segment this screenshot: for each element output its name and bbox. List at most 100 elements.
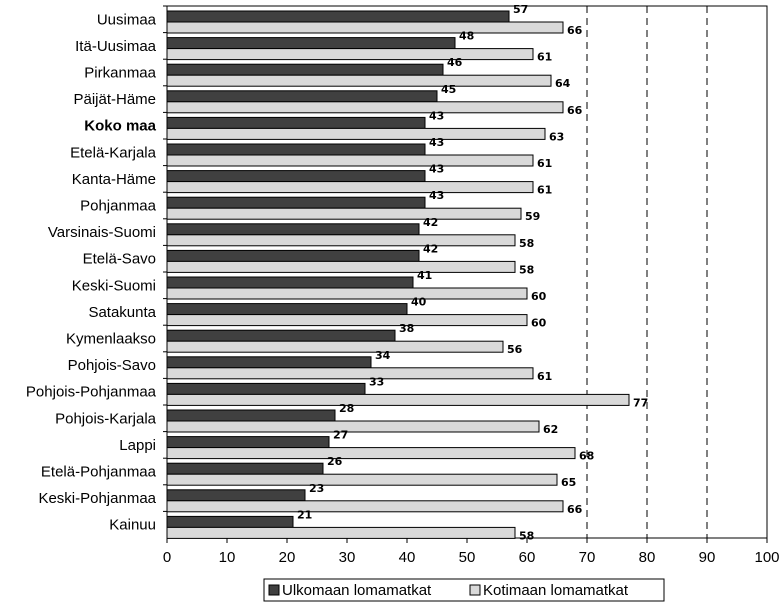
bar-kotimaan bbox=[166, 234, 516, 247]
category-label: Uusimaa bbox=[97, 11, 157, 28]
data-label-kotimaan: 56 bbox=[507, 343, 523, 356]
bar-kotimaan bbox=[166, 21, 564, 34]
category-label: Etelä-Pohjanmaa bbox=[41, 464, 157, 481]
bar-ulkomaan bbox=[166, 116, 426, 129]
data-label-kotimaan: 63 bbox=[549, 130, 564, 143]
bar-kotimaan bbox=[166, 473, 558, 486]
data-label-kotimaan: 64 bbox=[555, 77, 571, 90]
x-tick-label: 10 bbox=[219, 549, 236, 566]
data-label-ulkomaan: 38 bbox=[399, 322, 414, 335]
data-label-ulkomaan: 26 bbox=[327, 455, 343, 468]
data-label-ulkomaan: 43 bbox=[429, 136, 444, 149]
bar-ulkomaan bbox=[166, 356, 372, 369]
category-label: Satakunta bbox=[88, 304, 156, 321]
x-tick-label: 60 bbox=[519, 549, 536, 566]
bar-ulkomaan bbox=[166, 143, 426, 156]
bar-kotimaan bbox=[166, 314, 528, 327]
category-label: Keski-Suomi bbox=[72, 277, 156, 294]
data-label-kotimaan: 61 bbox=[537, 370, 552, 383]
data-label-kotimaan: 61 bbox=[537, 157, 552, 170]
category-label: Kymenlaakso bbox=[66, 331, 156, 348]
category-label: Päijät-Häme bbox=[73, 91, 156, 108]
bar-ulkomaan bbox=[166, 249, 420, 262]
data-label-kotimaan: 61 bbox=[537, 184, 552, 197]
data-label-ulkomaan: 57 bbox=[513, 3, 528, 16]
data-label-kotimaan: 68 bbox=[579, 450, 594, 463]
legend-label-kotimaan: Kotimaan lomamatkat bbox=[483, 582, 629, 599]
data-label-ulkomaan: 33 bbox=[369, 375, 384, 388]
bar-ulkomaan bbox=[166, 329, 396, 342]
data-label-ulkomaan: 40 bbox=[411, 296, 427, 309]
bar-kotimaan bbox=[166, 340, 504, 353]
data-label-ulkomaan: 46 bbox=[447, 56, 463, 69]
category-label: Koko maa bbox=[84, 118, 156, 135]
data-label-kotimaan: 59 bbox=[525, 210, 540, 223]
data-label-kotimaan: 66 bbox=[567, 24, 583, 37]
category-label: Lappi bbox=[119, 437, 156, 454]
category-label: Pohjois-Karjala bbox=[55, 410, 157, 427]
bar-ulkomaan bbox=[166, 10, 510, 23]
bar-ulkomaan bbox=[166, 63, 444, 76]
bar-ulkomaan bbox=[166, 37, 456, 50]
data-label-ulkomaan: 34 bbox=[375, 349, 391, 362]
data-label-ulkomaan: 48 bbox=[459, 30, 474, 43]
data-label-ulkomaan: 42 bbox=[423, 242, 438, 255]
legend-box bbox=[263, 578, 665, 602]
x-tick-label: 70 bbox=[579, 549, 596, 566]
bar-ulkomaan bbox=[166, 409, 336, 422]
category-label: Varsinais-Suomi bbox=[48, 224, 156, 241]
data-label-kotimaan: 66 bbox=[567, 104, 583, 117]
data-label-kotimaan: 60 bbox=[531, 317, 547, 330]
category-label: Etelä-Savo bbox=[83, 251, 156, 268]
bar-kotimaan bbox=[166, 287, 528, 300]
legend-label-ulkomaan: Ulkomaan lomamatkat bbox=[282, 582, 432, 599]
data-label-kotimaan: 66 bbox=[567, 503, 583, 516]
bar-ulkomaan bbox=[166, 170, 426, 183]
category-label: Itä-Uusimaa bbox=[75, 38, 157, 55]
data-label-ulkomaan: 42 bbox=[423, 216, 438, 229]
data-label-ulkomaan: 28 bbox=[339, 402, 354, 415]
data-label-kotimaan: 62 bbox=[543, 423, 558, 436]
category-label: Kanta-Häme bbox=[72, 171, 156, 188]
data-label-kotimaan: 61 bbox=[537, 51, 552, 64]
bar-kotimaan bbox=[166, 48, 534, 61]
bar-kotimaan bbox=[166, 101, 564, 114]
data-label-kotimaan: 58 bbox=[519, 237, 534, 250]
category-label: Kainuu bbox=[109, 517, 156, 534]
bar-ulkomaan bbox=[166, 303, 408, 316]
bar-ulkomaan bbox=[166, 436, 330, 449]
data-label-kotimaan: 60 bbox=[531, 290, 547, 303]
bar-kotimaan bbox=[166, 154, 534, 167]
category-label: Etelä-Karjala bbox=[70, 144, 157, 161]
bar-kotimaan bbox=[166, 74, 552, 87]
data-label-ulkomaan: 27 bbox=[333, 429, 348, 442]
bar-ulkomaan bbox=[166, 515, 294, 528]
bar-kotimaan bbox=[166, 181, 534, 194]
bar-kotimaan bbox=[166, 260, 516, 273]
data-label-ulkomaan: 21 bbox=[297, 508, 312, 521]
data-label-ulkomaan: 43 bbox=[429, 163, 444, 176]
bar-ulkomaan bbox=[166, 223, 420, 236]
x-tick-label: 100 bbox=[754, 549, 779, 566]
x-tick-label: 0 bbox=[163, 549, 171, 566]
bar-ulkomaan bbox=[166, 90, 438, 103]
bar-ulkomaan bbox=[166, 196, 426, 209]
bar-kotimaan bbox=[166, 367, 534, 380]
x-tick-label: 20 bbox=[279, 549, 296, 566]
bar-ulkomaan bbox=[166, 462, 324, 475]
data-label-ulkomaan: 23 bbox=[309, 482, 324, 495]
category-label: Keski-Pohjanmaa bbox=[38, 490, 156, 507]
bar-ulkomaan bbox=[166, 276, 414, 289]
x-tick-label: 90 bbox=[699, 549, 716, 566]
legend-swatch-kotimaan bbox=[469, 584, 481, 596]
data-label-kotimaan: 58 bbox=[519, 529, 534, 542]
x-tick-label: 80 bbox=[639, 549, 656, 566]
bar-kotimaan bbox=[166, 127, 546, 140]
category-label: Pohjois-Savo bbox=[68, 357, 156, 374]
data-label-kotimaan: 77 bbox=[633, 396, 648, 409]
x-tick-label: 50 bbox=[459, 549, 476, 566]
data-label-kotimaan: 58 bbox=[519, 263, 534, 276]
bar-kotimaan bbox=[166, 393, 630, 406]
